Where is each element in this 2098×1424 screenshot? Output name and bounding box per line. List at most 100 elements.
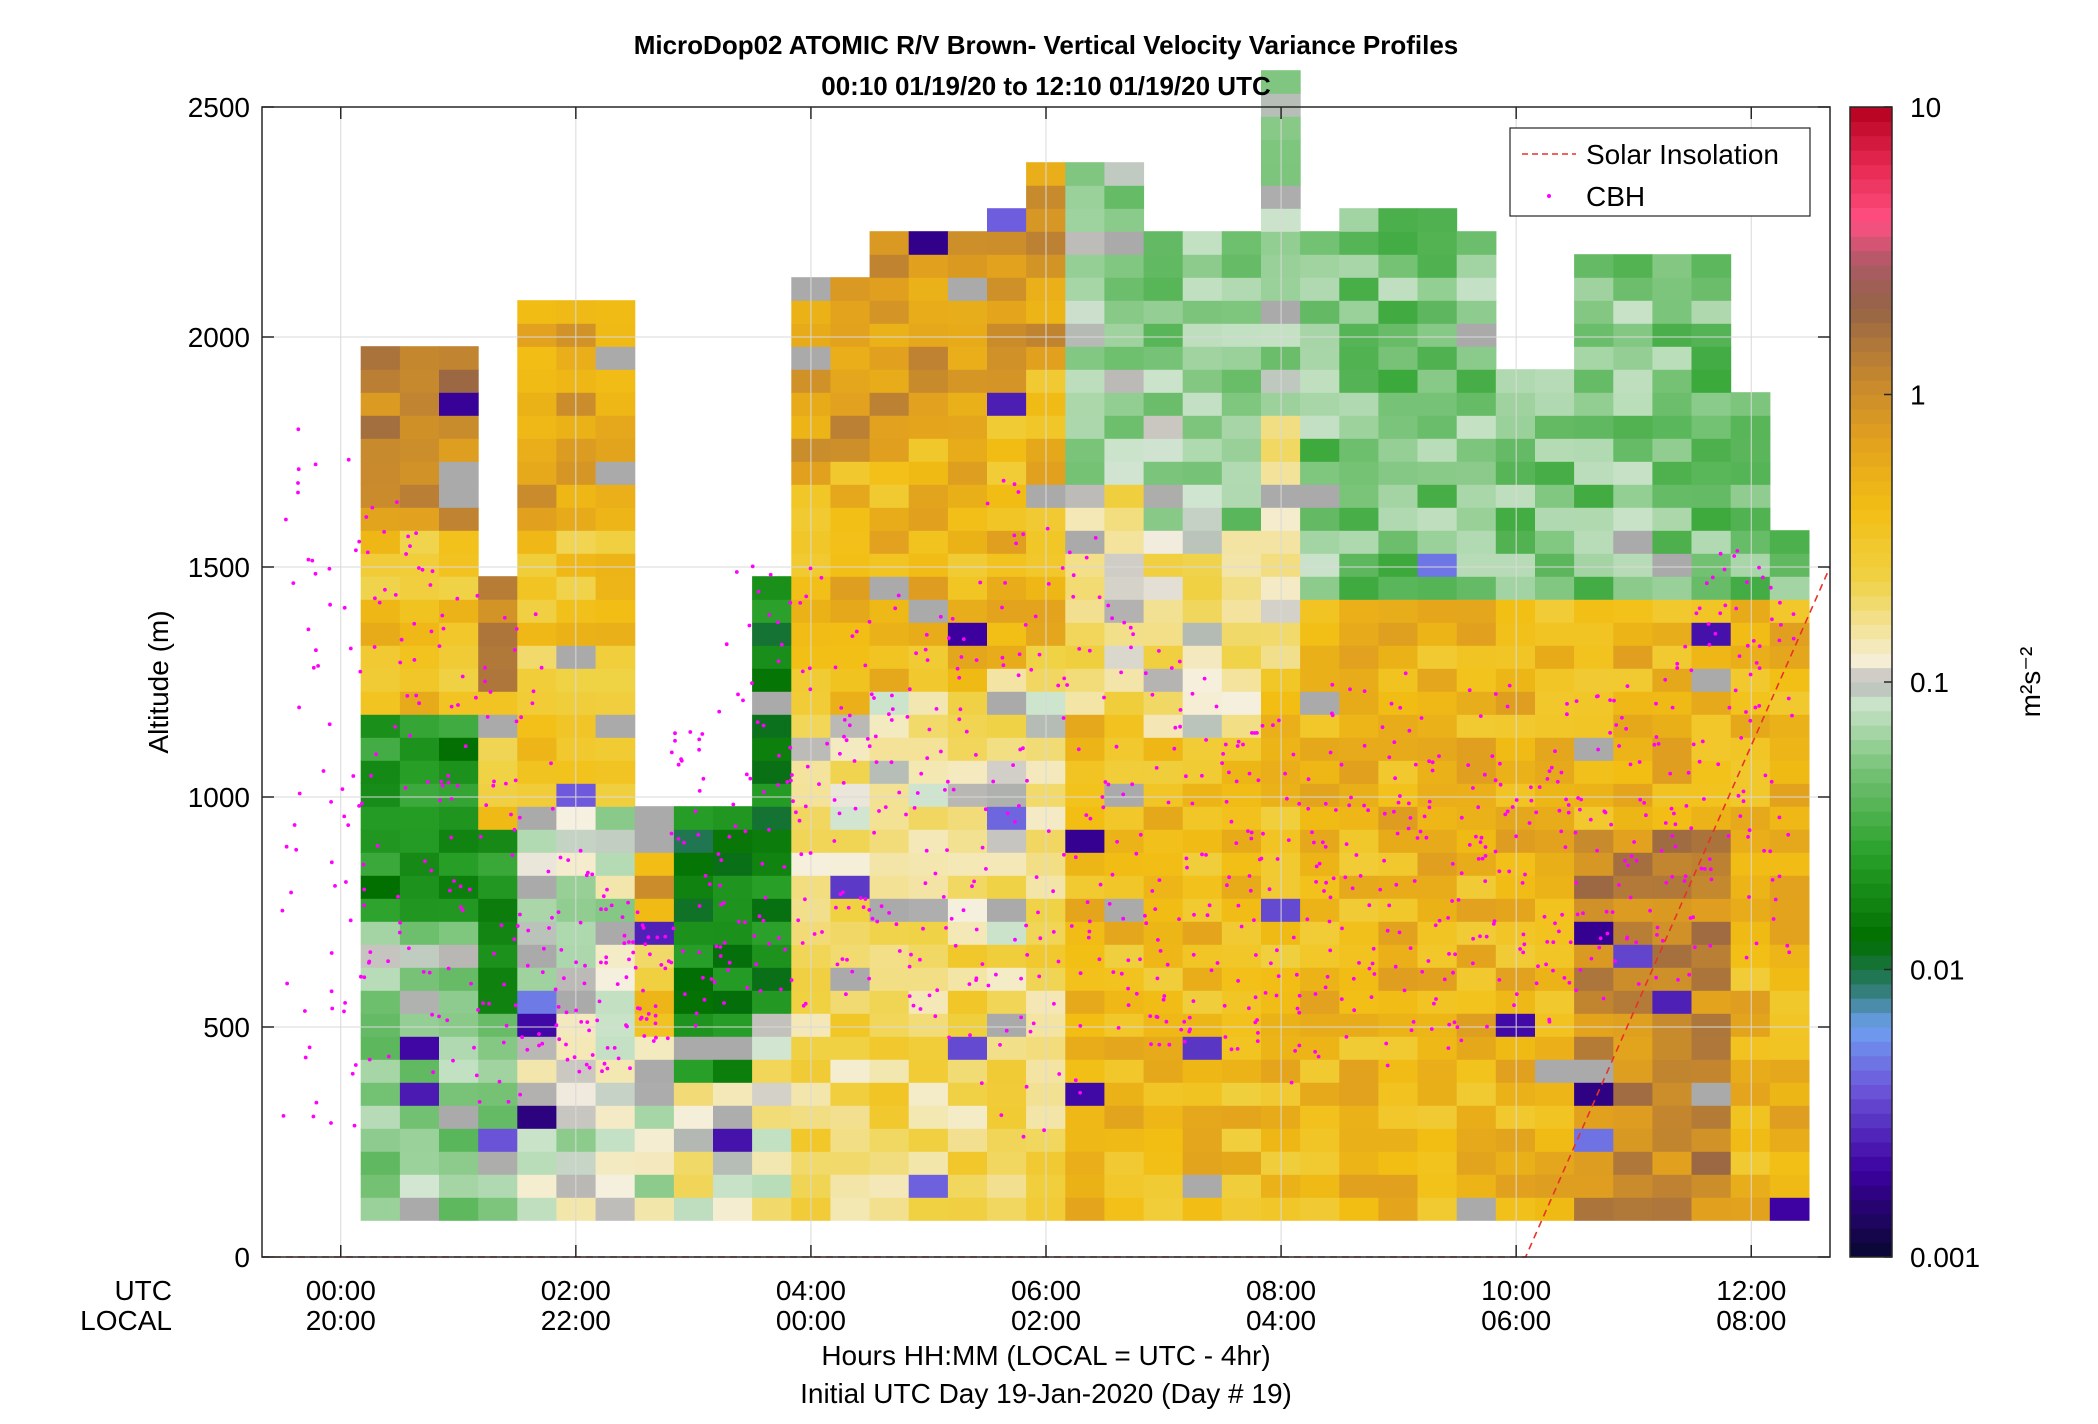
heatmap-cell: [634, 1128, 675, 1152]
heatmap-cell: [360, 599, 401, 623]
cbh-point: [681, 949, 685, 954]
heatmap-cell: [830, 921, 871, 945]
cbh-point: [1459, 1038, 1464, 1043]
cbh-point: [688, 730, 693, 734]
cbh-point: [776, 659, 781, 664]
heatmap-cell: [869, 300, 910, 324]
cbh-point: [1761, 575, 1765, 580]
heatmap-cell: [947, 231, 988, 255]
cbh-point: [374, 752, 378, 757]
cbh-point: [574, 1008, 578, 1013]
heatmap-cell: [908, 898, 949, 922]
heatmap-cell: [713, 1013, 753, 1037]
cbh-point: [1700, 739, 1705, 744]
cbh-point: [1182, 1019, 1187, 1024]
heatmap-cell: [1300, 691, 1340, 715]
heatmap-cell: [947, 438, 988, 462]
cbh-point: [1023, 623, 1028, 627]
heatmap-cell: [752, 1174, 792, 1198]
cbh-point: [449, 797, 454, 801]
heatmap-cell: [1691, 714, 1732, 738]
cbh-point: [526, 928, 531, 933]
heatmap-cell: [439, 530, 479, 554]
heatmap-cell: [1456, 254, 1497, 278]
cbh-point: [412, 621, 417, 626]
heatmap-cell: [1339, 1128, 1379, 1152]
heatmap-cell: [1456, 668, 1497, 692]
cbh-point: [1028, 1029, 1033, 1034]
heatmap-cell: [1495, 852, 1536, 876]
legend: Solar Insolation CBH: [1509, 127, 1811, 217]
heatmap-cell: [1691, 1059, 1732, 1083]
heatmap-cell: [1143, 852, 1184, 876]
cbh-point: [429, 868, 434, 873]
heatmap-cell: [1104, 576, 1145, 600]
cbh-point: [761, 723, 766, 728]
cbh-point: [1493, 692, 1498, 696]
cbh-point: [1204, 738, 1208, 742]
heatmap-cell: [752, 737, 792, 761]
cbh-point: [1753, 705, 1758, 710]
cbh-point: [767, 827, 771, 832]
cbh-point: [1768, 849, 1773, 854]
cbh-point: [564, 1042, 568, 1047]
colorbar-segment: [1850, 293, 1892, 309]
cbh-point: [1762, 848, 1766, 853]
colorbar-segment: [1850, 955, 1892, 971]
cbh-point: [428, 583, 433, 587]
heatmap-cell: [1221, 1082, 1262, 1106]
cbh-point: [537, 1032, 541, 1036]
cbh-point: [980, 845, 985, 850]
heatmap-cell: [1065, 1151, 1105, 1175]
cbh-point: [1579, 797, 1583, 802]
heatmap-cell: [399, 369, 440, 393]
heatmap-cell: [1613, 898, 1653, 922]
heatmap-cell: [1417, 1128, 1458, 1152]
cbh-point: [794, 810, 798, 815]
cbh-point: [1664, 880, 1669, 885]
cbh-point: [1011, 763, 1015, 767]
heatmap-cell: [1456, 484, 1497, 508]
cbh-point: [659, 963, 664, 967]
cbh-point: [1432, 1001, 1436, 1006]
heatmap-cell: [439, 1036, 479, 1060]
heatmap-cell: [1456, 438, 1497, 462]
heatmap-cell: [439, 461, 479, 485]
cbh-point: [1763, 773, 1768, 778]
heatmap-cell: [399, 898, 440, 922]
heatmap-cell: [1691, 737, 1732, 761]
heatmap-cell: [1456, 1059, 1497, 1083]
heatmap-cell: [752, 1128, 792, 1152]
cbh-point: [577, 1069, 582, 1074]
heatmap-cell: [1652, 622, 1693, 646]
heatmap-cell: [1378, 691, 1419, 715]
heatmap-cell: [1652, 553, 1693, 577]
heatmap-cell: [1300, 254, 1340, 278]
cbh-point: [844, 992, 848, 997]
cbh-point: [1255, 731, 1259, 735]
heatmap-cell: [1378, 622, 1419, 646]
heatmap-cell: [1182, 921, 1223, 945]
cbh-point: [1409, 1028, 1414, 1033]
heatmap-cell: [1456, 530, 1497, 554]
cbh-point: [1505, 809, 1510, 814]
cbh-point: [1259, 856, 1264, 861]
heatmap-cell: [869, 875, 910, 899]
heatmap-cell: [1143, 622, 1184, 646]
cbh-point: [550, 915, 554, 920]
cbh-point: [745, 985, 750, 990]
cbh-point: [501, 1040, 506, 1045]
heatmap-cell: [1182, 369, 1223, 393]
heatmap-cell: [1456, 852, 1497, 876]
cbh-point: [890, 693, 894, 698]
heatmap-cell: [1378, 852, 1419, 876]
cbh-point: [1253, 1020, 1258, 1025]
heatmap-cell: [1182, 346, 1223, 370]
colorbar-tick-label: 1: [1910, 380, 1926, 411]
cbh-point: [472, 1045, 476, 1050]
heatmap-cell: [869, 415, 910, 439]
heatmap-cell: [1652, 1174, 1693, 1198]
cbh-point: [865, 737, 870, 741]
cbh-point: [1313, 992, 1318, 996]
heatmap-cell: [947, 691, 988, 715]
